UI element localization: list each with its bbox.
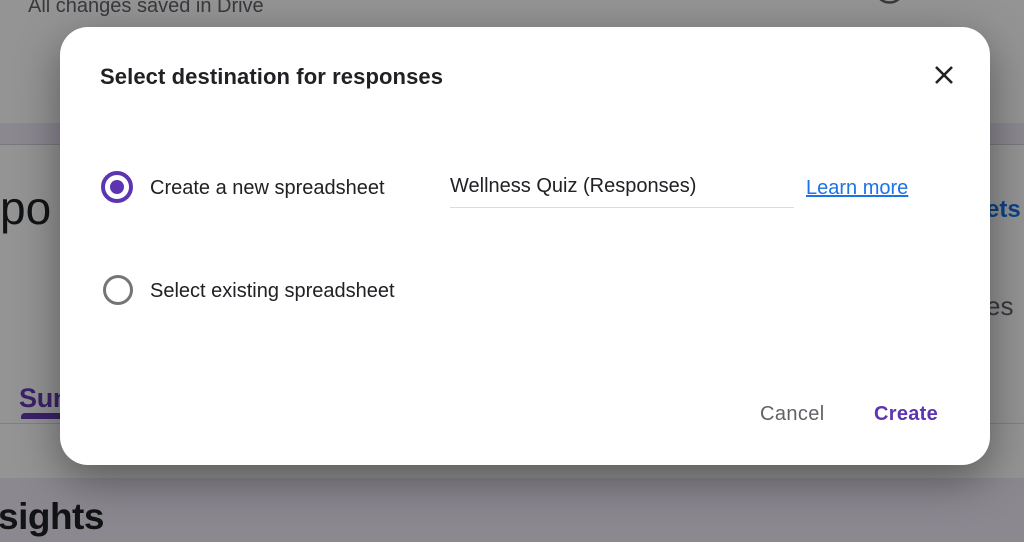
- dialog-title: Select destination for responses: [100, 64, 444, 89]
- cancel-button[interactable]: Cancel: [760, 403, 825, 425]
- responses-heading-fragment: po: [0, 182, 52, 234]
- autosave-status: All changes saved in Drive: [28, 0, 264, 17]
- insights-heading-fragment: sights: [0, 496, 104, 537]
- summary-tab-indicator: [21, 413, 93, 419]
- select-destination-dialog: Select destination for responses Create …: [60, 27, 990, 465]
- close-button[interactable]: [929, 60, 959, 90]
- learn-more-link[interactable]: Learn more: [806, 177, 909, 199]
- accepting-responses-fragment: es: [986, 291, 1014, 321]
- spreadsheet-name-input[interactable]: [450, 174, 794, 208]
- close-icon: [935, 66, 953, 84]
- palette-theme-icon: [879, 0, 900, 4]
- radio-selected-dot: [110, 180, 124, 194]
- create-new-spreadsheet-label: Create a new spreadsheet: [150, 177, 385, 199]
- link-to-sheets-fragment: ets: [986, 196, 1021, 223]
- radio-select-existing-spreadsheet[interactable]: [103, 275, 133, 305]
- select-existing-spreadsheet-label: Select existing spreadsheet: [150, 280, 395, 302]
- create-button[interactable]: Create: [874, 403, 939, 425]
- radio-create-new-spreadsheet[interactable]: [101, 171, 133, 203]
